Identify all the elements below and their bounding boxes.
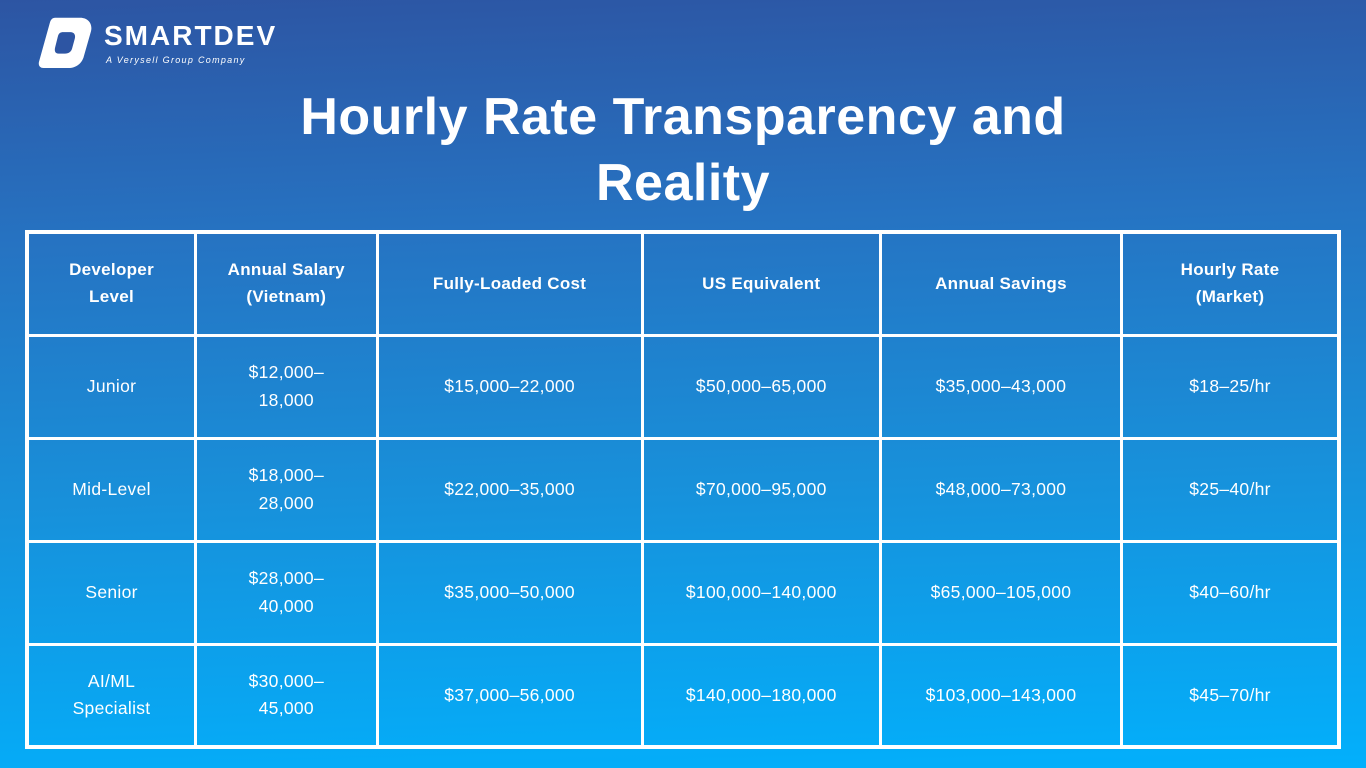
- cell-annual-savings: $48,000–73,000: [878, 436, 1124, 543]
- rates-table: Developer Level Annual Salary (Vietnam) …: [25, 230, 1341, 749]
- col-header-annual-salary-vietnam: Annual Salary (Vietnam): [194, 230, 379, 337]
- table-row-mid-level: Mid-Level $18,000– 28,000 $22,000–35,000…: [25, 436, 1341, 543]
- cell-fully-loaded-cost: $22,000–35,000: [375, 436, 644, 543]
- cell-annual-savings: $103,000–143,000: [878, 642, 1124, 749]
- cell-us-equivalent: $140,000–180,000: [640, 642, 882, 749]
- cell-annual-salary: $28,000– 40,000: [194, 539, 379, 646]
- cell-hourly-rate: $40–60/hr: [1120, 539, 1341, 646]
- cell-annual-salary: $30,000– 45,000: [194, 642, 379, 749]
- col-header-us-equivalent: US Equivalent: [640, 230, 882, 337]
- col-header-fully-loaded-cost: Fully-Loaded Cost: [375, 230, 644, 337]
- smartdev-logo: SMARTDEV A Verysell Group Company: [38, 16, 277, 68]
- table-row-ai-ml-specialist: AI/ML Specialist $30,000– 45,000 $37,000…: [25, 642, 1341, 749]
- cell-us-equivalent: $100,000–140,000: [640, 539, 882, 646]
- col-header-hourly-rate-market: Hourly Rate (Market): [1120, 230, 1341, 337]
- cell-annual-salary: $12,000– 18,000: [194, 333, 379, 440]
- cell-hourly-rate: $18–25/hr: [1120, 333, 1341, 440]
- cell-level: Mid-Level: [25, 436, 198, 543]
- cell-annual-salary: $18,000– 28,000: [194, 436, 379, 543]
- table-row-senior: Senior $28,000– 40,000 $35,000–50,000 $1…: [25, 539, 1341, 646]
- smartdev-d-icon: [38, 16, 92, 68]
- table-header-row: Developer Level Annual Salary (Vietnam) …: [25, 230, 1341, 337]
- cell-fully-loaded-cost: $37,000–56,000: [375, 642, 644, 749]
- cell-hourly-rate: $25–40/hr: [1120, 436, 1341, 543]
- brand-tagline: A Verysell Group Company: [106, 55, 246, 65]
- table-row-junior: Junior $12,000– 18,000 $15,000–22,000 $5…: [25, 333, 1341, 440]
- cell-annual-savings: $35,000–43,000: [878, 333, 1124, 440]
- cell-fully-loaded-cost: $35,000–50,000: [375, 539, 644, 646]
- col-header-annual-savings: Annual Savings: [878, 230, 1124, 337]
- cell-hourly-rate: $45–70/hr: [1120, 642, 1341, 749]
- cell-level: Junior: [25, 333, 198, 440]
- cell-us-equivalent: $50,000–65,000: [640, 333, 882, 440]
- brand-name: SMARTDEV: [104, 20, 278, 51]
- cell-level: AI/ML Specialist: [25, 642, 198, 749]
- cell-level: Senior: [25, 539, 198, 646]
- col-header-developer-level: Developer Level: [25, 230, 198, 337]
- cell-annual-savings: $65,000–105,000: [878, 539, 1124, 646]
- logo-text: SMARTDEV A Verysell Group Company: [104, 16, 278, 66]
- cell-us-equivalent: $70,000–95,000: [640, 436, 882, 543]
- cell-fully-loaded-cost: $15,000–22,000: [375, 333, 644, 440]
- page-title: Hourly Rate Transparency and Reality: [300, 88, 1066, 213]
